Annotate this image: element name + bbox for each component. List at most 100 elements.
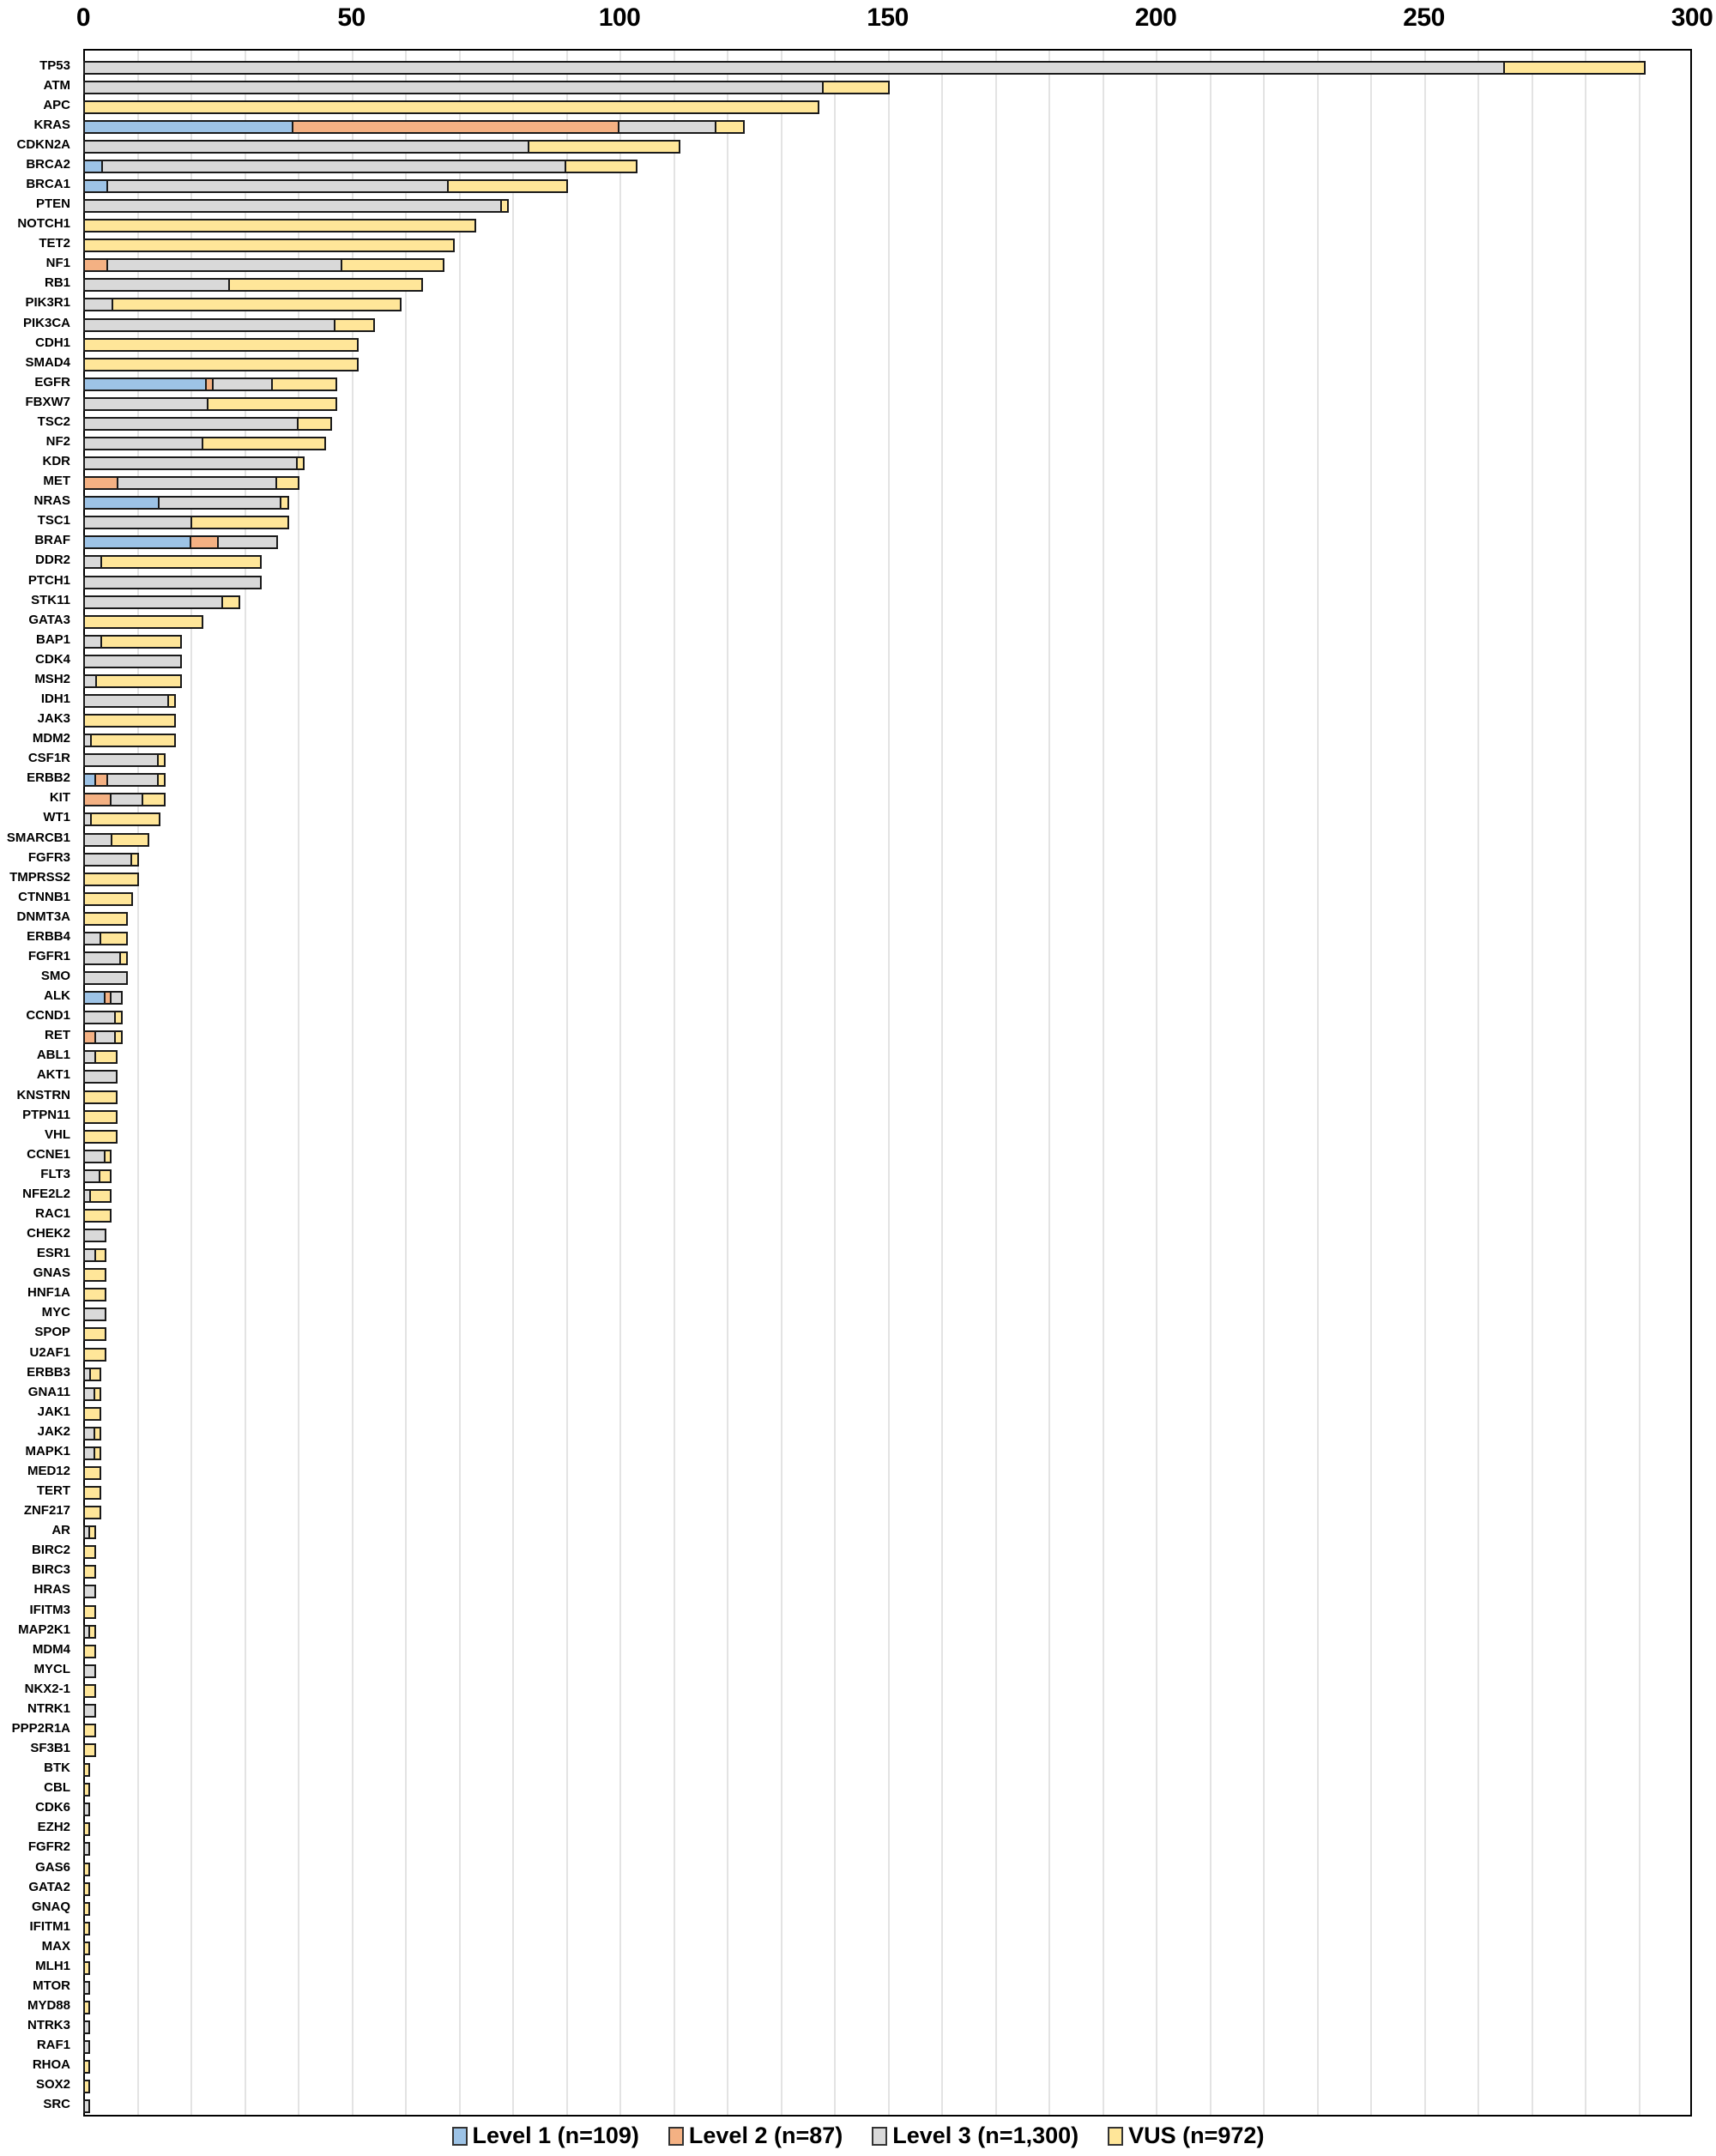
stacked-bar (83, 396, 337, 411)
gene-label: IFITM1 (29, 1918, 71, 1934)
bar-segment-vus (114, 1012, 121, 1024)
bar-segment-level-2 (85, 260, 106, 271)
stacked-bar (83, 891, 134, 906)
gene-label: RET (45, 1028, 70, 1043)
bar-segment-level-3 (85, 418, 297, 429)
gridline (512, 51, 514, 2115)
gene-label: HRAS (33, 1582, 70, 1597)
stacked-bar (83, 1486, 101, 1501)
bar-segment-level-3 (85, 1527, 89, 1538)
bar-segment-level-3 (85, 1150, 104, 1162)
gene-label: NF1 (45, 256, 70, 271)
bar-segment-vus (340, 260, 443, 271)
stacked-bar (83, 773, 166, 788)
bar-segment-vus (296, 418, 330, 429)
stacked-bar (83, 1901, 91, 1916)
stacked-bar (83, 60, 1646, 75)
legend-item: Level 2 (n=87) (668, 2123, 843, 2149)
gridline (565, 51, 568, 2115)
gene-label: TSC2 (37, 414, 70, 429)
bar-segment-level-3 (617, 121, 715, 132)
bar-segment-vus (85, 1606, 94, 1617)
gene-label: NF2 (45, 434, 70, 449)
gene-label: FGFR1 (27, 949, 70, 963)
gene-label: KNSTRN (16, 1087, 71, 1102)
x-tick-label: 300 (1671, 3, 1713, 32)
gene-label: BAP1 (35, 631, 70, 647)
gene-label: TMPRSS2 (9, 869, 70, 885)
bar-segment-level-3 (85, 2022, 89, 2033)
bar-segment-vus (85, 616, 202, 627)
bar-segment-level-3 (85, 319, 335, 330)
bar-segment-level-3 (106, 181, 448, 191)
stacked-bar (83, 219, 477, 233)
stacked-bar (83, 931, 128, 945)
x-tick-label: 250 (1403, 3, 1445, 32)
bar-segment-vus (156, 755, 164, 766)
gene-label: CBL (44, 1780, 70, 1796)
bar-segment-vus (94, 1250, 105, 1261)
stacked-bar (83, 1683, 96, 1698)
gene-label: CDK4 (35, 651, 70, 667)
gene-label: MET (43, 474, 70, 489)
bar-segment-level-3 (106, 775, 158, 786)
bar-segment-level-3 (85, 280, 229, 291)
bar-segment-level-3 (85, 577, 261, 588)
stacked-bar (83, 1664, 96, 1678)
stacked-bar (83, 1565, 96, 1579)
stacked-bar (83, 872, 139, 886)
gridline (887, 51, 890, 2115)
gene-label: GNAQ (32, 1899, 70, 1914)
bar-segment-vus (565, 160, 636, 172)
bar-segment-level-3 (85, 1844, 89, 1855)
gene-label: PPP2R1A (11, 1721, 70, 1736)
bar-segment-level-3 (116, 478, 275, 489)
gene-label: ABL1 (36, 1048, 70, 1063)
bar-segment-vus (85, 1211, 111, 1221)
bar-segment-vus (85, 359, 357, 370)
bar-segment-level-3 (85, 814, 90, 825)
gridline (619, 51, 621, 2115)
bar-segment-vus (85, 1507, 100, 1519)
bar-segment-level-3 (85, 438, 202, 449)
bar-segment-vus (103, 1150, 111, 1162)
stacked-bar (83, 654, 182, 668)
stacked-bar (83, 793, 166, 807)
gridline (458, 51, 461, 2115)
bar-segment-vus (85, 1408, 100, 1419)
stacked-bar (83, 1604, 96, 1619)
gridline (351, 51, 353, 2115)
stacked-bar (83, 832, 149, 847)
gene-label: MYCL (33, 1661, 71, 1676)
bar-segment-level-3 (85, 141, 528, 152)
bar-segment-vus (93, 1447, 100, 1458)
x-tick-label: 150 (867, 3, 909, 32)
bar-segment-vus (85, 1923, 89, 1934)
gene-label: TERT (36, 1483, 70, 1499)
bar-segment-vus (190, 517, 287, 528)
stacked-bar (83, 714, 177, 728)
gene-label: KDR (42, 454, 71, 469)
bar-segment-vus (85, 1903, 89, 1914)
gene-label: BRCA1 (26, 177, 70, 191)
bar-segment-vus (142, 794, 164, 806)
gridline (1531, 51, 1533, 2115)
gene-label: CDKN2A (16, 136, 70, 152)
gene-label: EZH2 (37, 1820, 70, 1835)
gene-label: BIRC2 (31, 1543, 70, 1558)
stacked-bar (83, 1386, 101, 1401)
gene-label: MDM2 (32, 731, 70, 746)
stacked-bar (83, 199, 509, 214)
gene-label: RAC1 (35, 1206, 70, 1221)
gene-label: BRCA2 (26, 156, 70, 172)
stacked-bar (83, 1803, 91, 1817)
bar-segment-level-3 (85, 696, 168, 706)
gene-label: BIRC3 (31, 1562, 70, 1578)
gene-label: AKT1 (36, 1067, 70, 1083)
gene-label: MDM4 (32, 1641, 70, 1657)
gene-label: PTEN (35, 196, 70, 212)
bar-segment-level-3 (85, 1072, 116, 1083)
stacked-bar (83, 852, 139, 867)
gene-label: SRC (43, 2097, 70, 2112)
